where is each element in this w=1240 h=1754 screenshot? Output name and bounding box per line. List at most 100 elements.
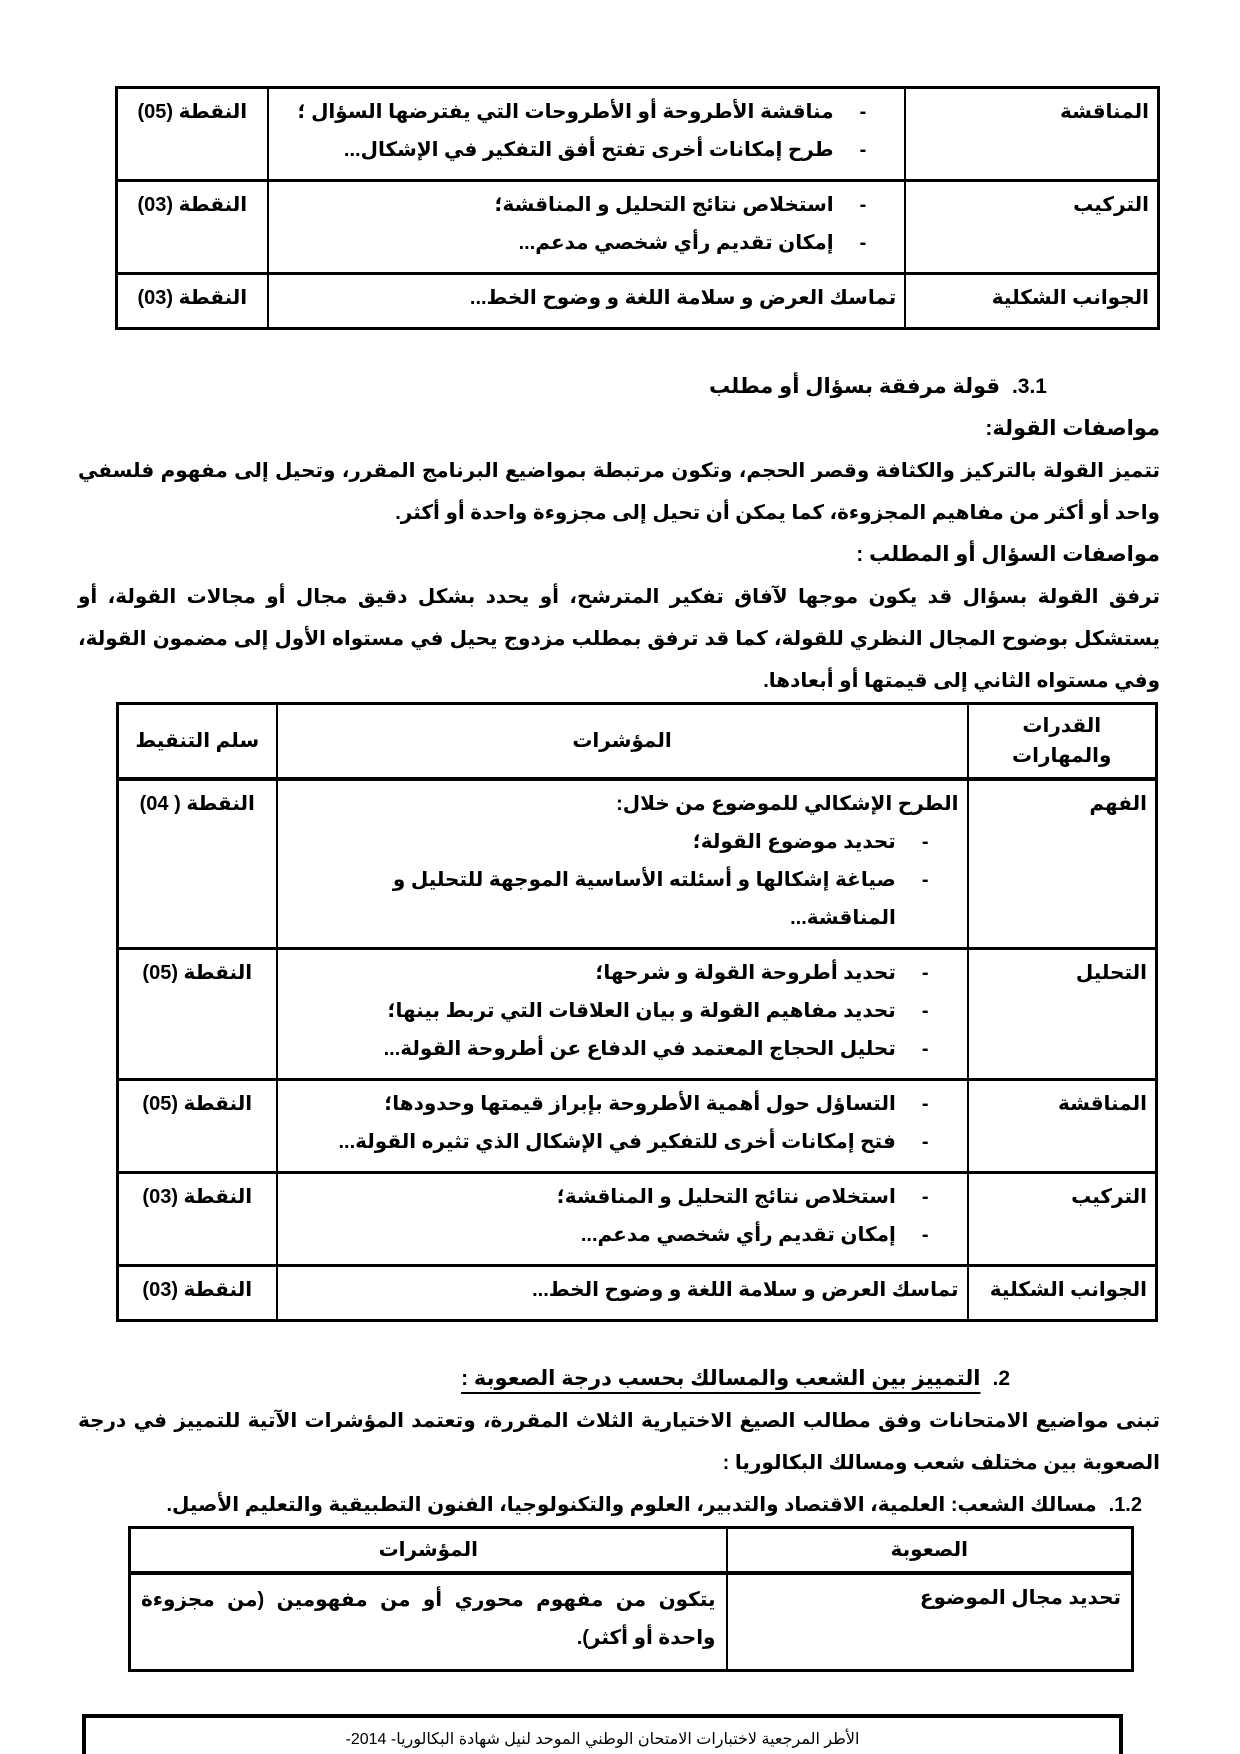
rubric-b-row-1: الفهم الطرح الإشكالي للموضوع من خلال: - تحد… <box>116 777 1158 950</box>
rubric-b-indicators-cell: الطرح الإشكالي للموضوع من خلال: - تحديد مو… <box>275 777 969 950</box>
rubric-a-score-cell: النقطة (03) <box>115 272 269 330</box>
bullet-text: استخلاص نتائج التحليل و المناقشة؛ <box>556 1186 896 1208</box>
rubric-a-row-1: المناقشة - مناقشة الأطروحة أو الأطروحات ال… <box>115 86 1160 182</box>
rubric-a-score-cell: النقطة (03) <box>115 179 269 275</box>
bullet-text: التساؤل حول أهمية الأطروحة بإبراز قيمتها… <box>384 1093 896 1115</box>
bullet-text: مناقشة الأطروحة أو الأطروحات التي يفترضه… <box>297 101 834 123</box>
bullet-dash-icon: - <box>859 139 867 161</box>
section-2-paragraph: تبنى مواضيع الامتحانات وفق مطالب الصيغ ا… <box>78 1410 1160 1474</box>
qawla-specs-paragraph: تتميز القولة بالتركيز والكثافة وقصر الحج… <box>78 460 1160 524</box>
indicator-bullet: - تحديد مفاهيم القولة و بيان العلاقات الت… <box>284 992 961 1030</box>
header-indicators: المؤشرات <box>275 702 969 781</box>
bullet-dash-icon: - <box>921 869 929 891</box>
rubric-b-row-3: المناقشة - التساؤل حول أهمية الأطروحة بإبر… <box>116 1078 1158 1174</box>
rubric-b-indicators-cell: - التساؤل حول أهمية الأطروحة بإبراز قيمته… <box>275 1078 969 1174</box>
bullet-dash-icon: - <box>921 1000 929 1022</box>
bullet-dash-icon: - <box>859 194 867 216</box>
indicator-bullet: - تحديد موضوع القولة؛ <box>284 823 961 861</box>
difficulty-table: الصعوبة المؤشرات تحديد مجال الموضوع يتكون… <box>128 1526 1134 1672</box>
indicator-bullet: - فتح إمكانات أخرى للتفكير في الإشكال الذ… <box>284 1123 961 1161</box>
rubric-a-score-cell: النقطة (05) <box>115 86 269 182</box>
rubric-a-row-2: التركيب - استخلاص نتائج التحليل و المناقشة… <box>115 179 1160 275</box>
footer-line-frameworks: الأطر المرجعية لاختبارات الامتحان الوطني… <box>345 1731 860 1748</box>
rubric-a-row-3: الجوانب الشكلية تماسك العرض و سلامة اللغة… <box>115 272 1160 330</box>
bullet-text: طرح إمكانات أخرى تفتح أفق التفكير في الإ… <box>343 139 834 161</box>
indicator-bullet: - إمكان تقديم رأي شخصي مدعم... <box>275 224 899 262</box>
section-1-2-title: مسالك الشعب: العلمية، الاقتصاد والتدبير،… <box>166 1494 1097 1516</box>
header-capacities: القدرات والمهارات <box>966 702 1158 781</box>
rubric-b-score-cell: النقطة (03) <box>116 1264 278 1322</box>
header-row: الصعوبة المؤشرات <box>128 1526 1134 1575</box>
question-specs-label: مواصفات السؤال أو المطلب : <box>856 543 1160 566</box>
rubric-b-capacity-cell: التحليل <box>966 947 1158 1081</box>
rubric-a-indicators-cell: - استخلاص نتائج التحليل و المناقشة؛ - إمكان… <box>266 179 907 275</box>
difficulty-cell: تحديد مجال الموضوع <box>725 1571 1134 1672</box>
rubric-b-score-cell: النقطة ( 04) <box>116 777 278 950</box>
bullet-dash-icon: - <box>859 101 867 123</box>
section-1-2-number: 1.2. <box>1108 1494 1142 1516</box>
section-3-1-number: 3.1. <box>1011 375 1047 398</box>
rubric-b-indicators-cell: تماسك العرض و سلامة اللغة و وضوح الخط... <box>275 1264 969 1322</box>
indicator-bullet: - استخلاص نتائج التحليل و المناقشة؛ <box>284 1178 961 1216</box>
indicator-bullet: - طرح إمكانات أخرى تفتح أفق التفكير في ال… <box>275 131 899 169</box>
bullet-text: تحليل الحجاج المعتمد في الدفاع عن أطروحة… <box>383 1038 896 1060</box>
bullet-dash-icon: - <box>921 1093 929 1115</box>
rubric-b-indicators-cell: - تحديد أطروحة القولة و شرحها؛ - تحديد مفاه… <box>275 947 969 1081</box>
difficulty-row-1: تحديد مجال الموضوع يتكون من مفهوم محوري أ… <box>128 1571 1134 1672</box>
rubric-table-qawla-form: القدرات والمهارات المؤشرات سلم التنقيط ا… <box>116 702 1158 1322</box>
rubric-table-header: القدرات والمهارات المؤشرات سلم التنقيط <box>116 702 1158 781</box>
rubric-a-capacity-cell: الجوانب الشكلية <box>904 272 1160 330</box>
bullet-dash-icon: - <box>921 962 929 984</box>
section-1-2-heading: 1.2. مسالك الشعب: العلمية، الاقتصاد والت… <box>0 1484 1142 1526</box>
section-2-number: 2. <box>992 1367 1010 1390</box>
section-3-1-heading: 3.1. قولة مرفقة بسؤال أو مطلب <box>0 366 1047 408</box>
bullet-text: إمكان تقديم رأي شخصي مدعم... <box>580 1224 896 1246</box>
header-row: القدرات والمهارات المؤشرات سلم التنقيط <box>116 702 1158 781</box>
rubric-a-capacity-cell: المناقشة <box>904 86 1160 182</box>
bullet-text: تحديد مفاهيم القولة و بيان العلاقات التي… <box>387 1000 896 1022</box>
rubric-a-indicators-cell: تماسك العرض و سلامة اللغة و وضوح الخط... <box>266 272 907 330</box>
header-indicators: المؤشرات <box>128 1526 728 1575</box>
question-specs-paragraph: ترفق القولة بسؤال قد يكون موجها لآفاق تف… <box>78 586 1160 692</box>
indicator-bullet: - مناقشة الأطروحة أو الأطروحات التي يفترض… <box>275 93 899 131</box>
rubric-b-capacity-cell: الجوانب الشكلية <box>966 1264 1158 1322</box>
rubric-b-score-cell: النقطة (03) <box>116 1171 278 1267</box>
indicator-lead-line: الطرح الإشكالي للموضوع من خلال: <box>616 793 959 815</box>
bullet-text: إمكان تقديم رأي شخصي مدعم... <box>518 232 834 254</box>
indicator-bullet: - تحليل الحجاج المعتمد في الدفاع عن أطروح… <box>284 1030 961 1068</box>
footer-reference-box: الأطر المرجعية لاختبارات الامتحان الوطني… <box>82 1714 1123 1754</box>
header-difficulty: الصعوبة <box>725 1526 1134 1575</box>
rubric-a-capacity-cell: التركيب <box>904 179 1160 275</box>
indicator-bullet: - إمكان تقديم رأي شخصي مدعم... <box>284 1216 961 1254</box>
rubric-table-question-form: المناقشة - مناقشة الأطروحة أو الأطروحات ال… <box>115 86 1160 330</box>
section-3-1-title: قولة مرفقة بسؤال أو مطلب <box>709 375 1000 398</box>
indicator-bullet: - التساؤل حول أهمية الأطروحة بإبراز قيمته… <box>284 1085 961 1123</box>
difficulty-table-header: الصعوبة المؤشرات <box>128 1526 1134 1575</box>
indicator-plain-text: تماسك العرض و سلامة اللغة و وضوح الخط... <box>469 287 897 309</box>
rubric-b-capacity-cell: المناقشة <box>966 1078 1158 1174</box>
bullet-dash-icon: - <box>921 1224 929 1246</box>
rubric-a-indicators-cell: - مناقشة الأطروحة أو الأطروحات التي يفترض… <box>266 86 907 182</box>
section-2-title: التمييز بين الشعب والمسالك بحسب درجة الص… <box>461 1367 981 1390</box>
bullet-text: تحديد موضوع القولة؛ <box>692 831 896 853</box>
rubric-b-capacity-cell: الفهم <box>966 777 1158 950</box>
rubric-b-score-cell: النقطة (05) <box>116 947 278 1081</box>
indicator-plain-text: تماسك العرض و سلامة اللغة و وضوح الخط... <box>532 1279 959 1301</box>
rubric-b-capacity-cell: التركيب <box>966 1171 1158 1267</box>
rubric-b-row-5: الجوانب الشكلية تماسك العرض و سلامة اللغة… <box>116 1264 1158 1322</box>
difficulty-indicator-cell: يتكون من مفهوم محوري أو من مفهومين (من م… <box>128 1571 728 1672</box>
indicator-bullet: - استخلاص نتائج التحليل و المناقشة؛ <box>275 186 899 224</box>
bullet-dash-icon: - <box>921 1131 929 1153</box>
indicator-bullet: - تحديد أطروحة القولة و شرحها؛ <box>284 954 961 992</box>
bullet-dash-icon: - <box>859 232 867 254</box>
bullet-text: فتح إمكانات أخرى للتفكير في الإشكال الذي… <box>338 1131 896 1153</box>
rubric-b-indicators-cell: - استخلاص نتائج التحليل و المناقشة؛ - إمكان… <box>275 1171 969 1267</box>
bullet-dash-icon: - <box>921 1038 929 1060</box>
bullet-text: استخلاص نتائج التحليل و المناقشة؛ <box>494 194 834 216</box>
rubric-b-row-2: التحليل - تحديد أطروحة القولة و شرحها؛ - تحد… <box>116 947 1158 1081</box>
qawla-specs-label: مواصفات القولة: <box>985 417 1160 440</box>
header-score-scale: سلم التنقيط <box>116 702 278 781</box>
bullet-dash-icon: - <box>921 831 929 853</box>
section-2-heading: 2. التمييز بين الشعب والمسالك بحسب درجة … <box>0 1358 1010 1400</box>
